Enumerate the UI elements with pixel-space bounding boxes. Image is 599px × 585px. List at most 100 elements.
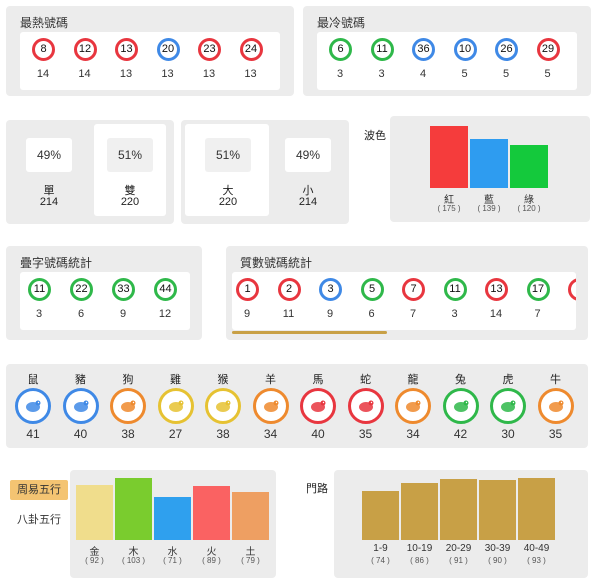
number-count: 6 bbox=[368, 308, 375, 320]
bar-value: ( 79 ) bbox=[241, 556, 260, 565]
even-card: 51% 雙 220 bbox=[94, 124, 166, 216]
odd-pct: 49% bbox=[36, 148, 62, 162]
number-ball: 11 bbox=[443, 278, 467, 301]
odd-count: 214 bbox=[39, 196, 59, 208]
zodiac-count: 35 bbox=[548, 427, 563, 441]
zodiac-name: 豬 bbox=[75, 374, 86, 386]
number-ball: 11 bbox=[370, 38, 394, 61]
number-ball: 13 bbox=[485, 278, 508, 301]
bar bbox=[518, 478, 555, 540]
bar-value: ( 93 ) bbox=[527, 556, 546, 565]
bar-label: 土 bbox=[245, 547, 256, 558]
number-ball: 29 bbox=[536, 38, 560, 61]
zodiac-name: 牛 bbox=[550, 374, 561, 386]
primes-scroll-thumb[interactable] bbox=[232, 331, 387, 334]
five-elements-tab-inactive[interactable]: 八卦五行 bbox=[17, 514, 61, 526]
number-count: 5 bbox=[544, 68, 551, 80]
number-ball: 36 bbox=[412, 38, 435, 61]
odd-label: 單 bbox=[43, 185, 55, 197]
number-ball: 17 bbox=[526, 278, 550, 301]
zodiac-name: 鼠 bbox=[27, 374, 39, 386]
small-pct: 49% bbox=[295, 148, 321, 162]
bar-value: ( 71 ) bbox=[163, 556, 182, 565]
number-count: 9 bbox=[326, 308, 334, 320]
bar-value: ( 139 ) bbox=[477, 204, 501, 213]
monkey-icon bbox=[205, 388, 241, 424]
repeat-digits-panel: 疊字號碼統計 11 3 22 6 33 9 44 12 bbox=[6, 246, 202, 340]
rat-icon bbox=[15, 388, 51, 424]
primes-title: 質數號碼統計 bbox=[240, 256, 313, 270]
zodiac-name: 羊 bbox=[265, 374, 276, 386]
dog-icon bbox=[110, 388, 146, 424]
pig-icon bbox=[62, 388, 99, 424]
number-count: 7 bbox=[534, 308, 541, 320]
number-count: 4 bbox=[419, 68, 427, 80]
number-count: 3 bbox=[35, 308, 43, 320]
coldest-panel: 最冷號碼 6 3 11 3 36 4 10 5 26 5 29 5 bbox=[303, 6, 591, 96]
snake-icon bbox=[347, 388, 384, 424]
zodiac-count: 40 bbox=[311, 427, 325, 441]
odd-pct-box bbox=[26, 138, 72, 172]
coldest-card: 6 3 11 3 36 4 10 5 26 5 29 5 bbox=[317, 32, 577, 90]
bar-label: 1-9 bbox=[373, 543, 388, 554]
number-count: 11 bbox=[282, 308, 295, 320]
number-count: 13 bbox=[161, 68, 174, 80]
bar-value: ( 175 ) bbox=[437, 204, 461, 213]
zodiac-count: 40 bbox=[73, 427, 88, 441]
bar-label: 30-39 bbox=[484, 543, 511, 554]
number-count: 13 bbox=[119, 68, 133, 80]
number-count: 3 bbox=[451, 308, 458, 320]
horse-icon bbox=[300, 388, 336, 424]
repeat-digits-card: 11 3 22 6 33 9 44 12 bbox=[20, 272, 190, 330]
number-ball: 2 bbox=[277, 278, 301, 301]
number-ball: 3 bbox=[319, 278, 342, 301]
bar-label: 紅 bbox=[444, 195, 454, 206]
bar-value: ( 92 ) bbox=[85, 556, 104, 565]
bar-label: 藍 bbox=[484, 195, 494, 206]
bar bbox=[193, 486, 230, 540]
zodiac-count: 38 bbox=[216, 427, 230, 441]
small-label: 小 bbox=[302, 185, 314, 197]
number-ball: 33 bbox=[112, 278, 135, 301]
zodiac-count: 30 bbox=[501, 427, 515, 441]
number-count: 14 bbox=[489, 308, 503, 320]
hottest-card: 8 14 12 14 13 13 20 13 23 13 24 13 bbox=[20, 32, 280, 90]
number-ball: 1 bbox=[568, 278, 576, 301]
dragon-icon bbox=[395, 388, 431, 424]
bar bbox=[430, 126, 468, 188]
number-ball: 8 bbox=[32, 38, 55, 61]
primes-scroll-track[interactable] bbox=[232, 331, 576, 334]
five-elements-tab-active[interactable]: 周易五行 bbox=[10, 480, 68, 500]
zodiac-count: 42 bbox=[453, 427, 468, 441]
number-count: 13 bbox=[244, 68, 257, 80]
big-card: 51% 大 220 bbox=[185, 124, 269, 216]
bar-label: 綠 bbox=[524, 195, 534, 206]
bar bbox=[154, 497, 191, 540]
bar-label: 20-29 bbox=[445, 543, 472, 554]
number-ball: 44 bbox=[154, 278, 177, 301]
number-ball: 11 bbox=[28, 278, 51, 301]
bar-value: ( 91 ) bbox=[449, 556, 468, 565]
five-elements-panel: 金( 92 ) 木( 103 ) 水( 71 ) 火( 89 ) 土( 79 ) bbox=[70, 470, 276, 578]
number-count: 14 bbox=[36, 68, 50, 80]
bar-value: ( 86 ) bbox=[410, 556, 429, 565]
zodiac-name: 虎 bbox=[502, 374, 514, 386]
rooster-icon bbox=[157, 388, 194, 424]
number-ball: 7 bbox=[402, 278, 425, 301]
bar bbox=[470, 138, 508, 188]
number-count: 7 bbox=[409, 308, 417, 320]
zodiac-name: 雞 bbox=[170, 374, 181, 386]
number-ball: 22 bbox=[70, 278, 93, 301]
bar-label: 火 bbox=[206, 547, 217, 558]
even-pct: 51% bbox=[117, 148, 143, 162]
big-count: 220 bbox=[218, 196, 238, 208]
bar-value: ( 74 ) bbox=[371, 556, 390, 565]
number-ball: 13 bbox=[115, 38, 138, 61]
small-count: 214 bbox=[298, 196, 318, 208]
bar-label: 10-19 bbox=[406, 543, 433, 554]
bar bbox=[510, 145, 548, 188]
zodiac-name: 兔 bbox=[455, 374, 466, 386]
bar-label: 金 bbox=[89, 547, 100, 558]
bar-label: 木 bbox=[128, 547, 139, 558]
bar-label: 水 bbox=[167, 547, 178, 558]
